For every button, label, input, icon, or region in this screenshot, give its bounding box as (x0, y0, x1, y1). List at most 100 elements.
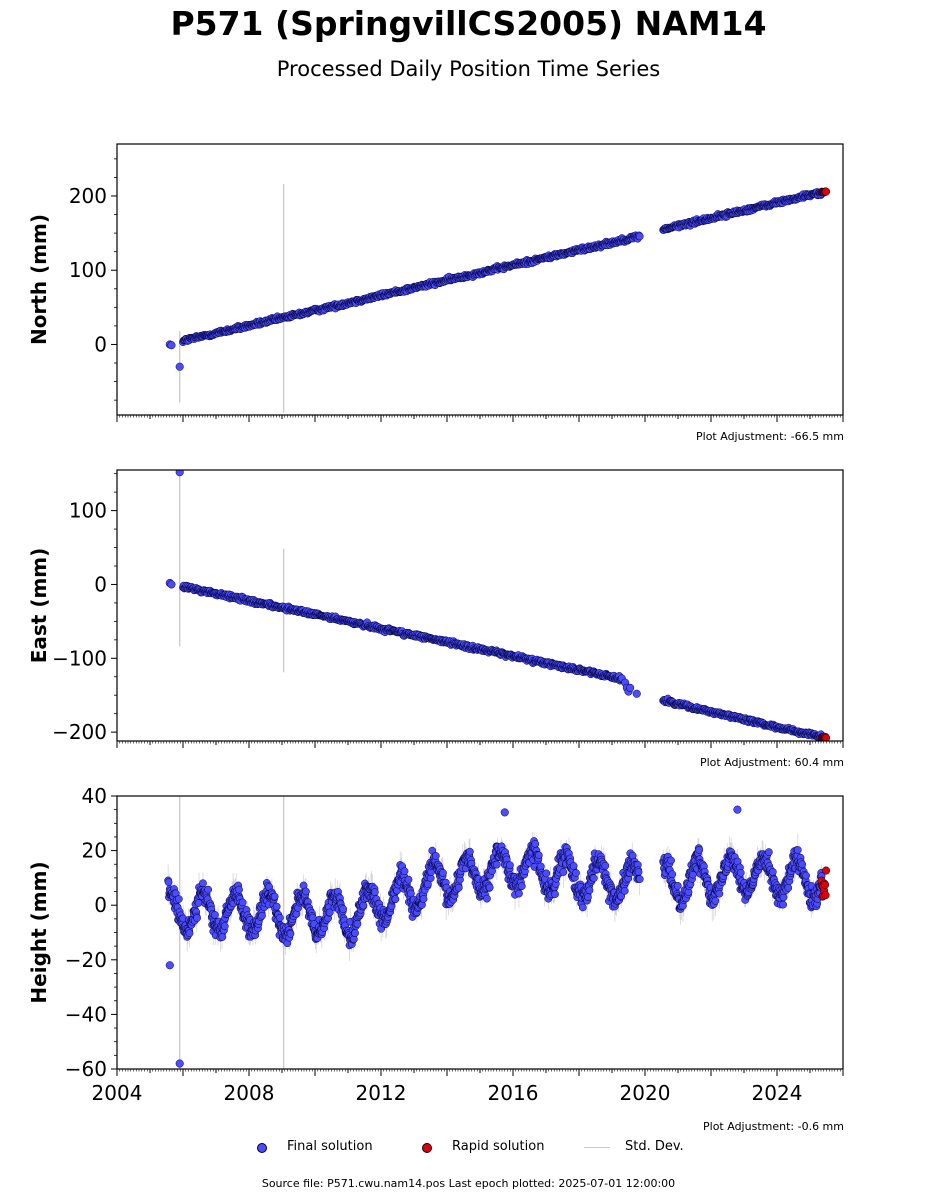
final-point (174, 895, 183, 903)
final-point (404, 875, 413, 884)
rapid-point (821, 866, 831, 875)
final-point (768, 868, 777, 876)
final-point (270, 892, 279, 901)
final-point (199, 879, 207, 888)
final-point (711, 896, 720, 905)
y-tick-label: −40 (65, 1002, 107, 1026)
final-point (165, 961, 174, 970)
final-point (419, 895, 428, 903)
final-point (620, 887, 629, 895)
final-point (193, 914, 201, 922)
north-std-dev (178, 184, 285, 413)
final-point (784, 884, 793, 892)
height-std-dev (167, 796, 822, 1069)
final-point (308, 913, 317, 922)
final-point (272, 902, 281, 911)
east-y-axis: −200 −100 0 100 (52, 473, 117, 744)
east-plot-area (165, 470, 831, 741)
final-point (167, 580, 176, 589)
final-point (542, 869, 551, 878)
final-point (238, 898, 247, 907)
final-point (439, 869, 447, 877)
north-final-series (165, 188, 826, 371)
final-point (258, 911, 266, 920)
y-tick-label: 20 (82, 839, 107, 863)
final-point (635, 875, 644, 883)
final-point (578, 903, 587, 912)
y-tick-label: 100 (69, 499, 107, 523)
y-tick-label: −200 (52, 720, 107, 744)
final-point (536, 862, 545, 871)
final-point (204, 885, 212, 894)
final-point (175, 362, 184, 371)
east-y-label: East (mm) (27, 548, 51, 664)
final-point (492, 860, 501, 869)
east-x-axis (116, 741, 844, 748)
north-y-axis: 0 100 200 (69, 158, 117, 401)
final-point (500, 808, 509, 817)
final-point (218, 933, 227, 941)
height-plot-area (164, 796, 831, 1069)
height-x-axis: 2004 2008 2012 2016 2020 2024 (92, 1069, 844, 1105)
y-tick-label: 0 (94, 572, 107, 596)
height-y-label: Height (mm) (27, 861, 51, 1003)
final-point (551, 890, 559, 899)
final-point (485, 883, 494, 892)
final-point (802, 871, 810, 880)
final-point (634, 868, 643, 876)
final-point (585, 886, 594, 895)
final-point (275, 913, 284, 922)
y-tick-label: 40 (82, 784, 107, 808)
y-tick-label: −20 (65, 948, 107, 972)
y-tick-label: 200 (69, 184, 107, 208)
y-tick-label: 100 (69, 258, 107, 282)
final-point (779, 900, 787, 909)
chart-subtitle: Processed Daily Position Time Series (276, 57, 661, 81)
rapid-point (821, 733, 831, 741)
final-point (601, 861, 610, 870)
final-point (715, 889, 724, 898)
final-point (391, 895, 400, 903)
final-point (695, 846, 704, 854)
east-frame (116, 469, 844, 742)
height-final-series (164, 805, 826, 1068)
final-point (431, 852, 440, 860)
final-point (572, 869, 580, 877)
final-point (353, 919, 362, 928)
final-point (167, 341, 176, 350)
final-point (765, 848, 773, 856)
final-point (590, 874, 598, 883)
final-point (325, 908, 334, 917)
final-point (798, 860, 806, 869)
final-point (466, 847, 474, 856)
rapid-point (820, 880, 830, 889)
final-point (286, 929, 295, 938)
final-point (339, 905, 348, 913)
height-y-axis: −60 −40 −20 0 20 40 (65, 784, 117, 1081)
final-point (733, 805, 742, 814)
final-point (673, 882, 682, 890)
y-tick-label: −100 (52, 646, 107, 670)
final-point (667, 856, 675, 865)
chart-title: P571 (SpringvillCS2005) NAM14 (170, 4, 767, 43)
north-plot-area (165, 184, 831, 413)
final-point (584, 893, 592, 902)
rapid-point (821, 187, 831, 196)
final-point (569, 862, 578, 870)
final-point (235, 885, 243, 894)
final-point (400, 867, 409, 876)
final-point (454, 883, 463, 892)
east-rapid-series (817, 732, 831, 741)
north-rapid-series (817, 187, 831, 197)
final-point (175, 1059, 184, 1068)
final-point (194, 899, 203, 907)
north-panel: 0 100 200 North (mm) (27, 143, 844, 422)
final-point (793, 846, 802, 854)
final-point (506, 861, 514, 869)
final-point (632, 689, 641, 698)
final-point (626, 683, 635, 692)
height-panel: −60 −40 −20 0 20 40 Height (mm) 2004 2008 2012 201… (27, 784, 844, 1105)
final-point (736, 868, 745, 877)
north-y-label: North (mm) (27, 214, 51, 345)
